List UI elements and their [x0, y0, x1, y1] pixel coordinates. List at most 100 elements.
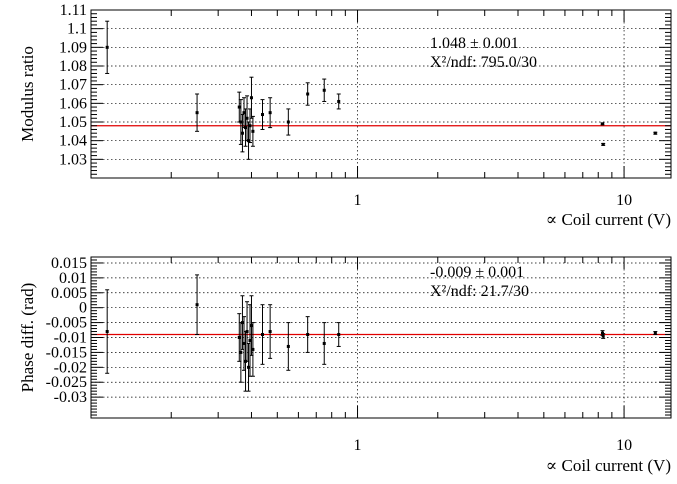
data-point	[653, 131, 658, 135]
point-marker	[195, 303, 199, 307]
grid	[91, 10, 671, 178]
y-tick-label: -0.03	[54, 389, 87, 406]
data-point	[260, 304, 265, 365]
data-points	[105, 20, 658, 160]
data-point	[336, 322, 341, 347]
x-tick-label: 10	[616, 437, 632, 454]
y-tick-label: 0.005	[51, 285, 87, 302]
point-marker	[249, 324, 253, 328]
point-marker	[601, 334, 605, 338]
data-point	[268, 97, 273, 129]
fit-annotation: X²/ndf: 21.7/30	[430, 283, 529, 300]
data-point	[601, 333, 606, 339]
y-tick-label: 0.01	[59, 270, 87, 287]
point-marker	[337, 99, 341, 103]
data-point	[195, 93, 200, 132]
point-marker	[248, 124, 252, 128]
data-point	[105, 20, 110, 74]
data-points	[105, 274, 658, 392]
x-axis-ticks	[90, 257, 625, 418]
data-point	[305, 316, 310, 353]
y-tick-label: -0.005	[46, 315, 87, 332]
point-marker	[245, 116, 249, 120]
point-marker	[249, 96, 253, 100]
point-marker	[195, 111, 199, 115]
y-axis-title: Phase diff. (rad)	[18, 283, 37, 393]
point-marker	[268, 111, 272, 115]
y-tick-label: -0.025	[46, 374, 87, 391]
y-tick-label: -0.01	[54, 330, 87, 347]
data-point	[249, 76, 254, 119]
data-point	[322, 322, 327, 365]
data-point	[250, 115, 255, 147]
point-marker	[105, 330, 109, 334]
point-marker	[251, 347, 255, 351]
data-point	[260, 99, 265, 130]
y-tick-label: 1.07	[59, 77, 87, 94]
point-marker	[261, 113, 265, 117]
data-point	[250, 322, 255, 377]
point-marker	[239, 120, 243, 124]
y-tick-label: 1.09	[59, 39, 87, 56]
data-point	[653, 331, 658, 336]
x-axis-title: ∝ Coil current (V)	[546, 456, 671, 475]
point-marker	[244, 126, 248, 130]
point-marker	[601, 142, 605, 146]
point-marker	[237, 105, 241, 109]
data-point	[305, 82, 310, 106]
y-tick-label: -0.015	[46, 344, 87, 361]
point-marker	[286, 344, 290, 348]
point-marker	[322, 341, 326, 345]
point-marker	[245, 330, 249, 334]
data-point	[243, 108, 248, 147]
y-tick-label: 1.06	[59, 95, 87, 112]
x-axis-ticks	[90, 10, 625, 178]
data-point	[286, 108, 291, 136]
y-axis-title: Modulus ratio	[18, 46, 37, 142]
point-marker	[242, 111, 246, 115]
data-point	[268, 304, 273, 359]
y-tick-label: 1.05	[59, 114, 87, 131]
data-point	[105, 289, 110, 374]
point-marker	[251, 129, 255, 133]
data-point	[322, 78, 327, 102]
point-marker	[268, 330, 272, 334]
plot-frame	[90, 256, 672, 419]
point-marker	[653, 131, 657, 135]
point-marker	[306, 333, 310, 337]
y-tick-label: 1.03	[59, 151, 87, 168]
point-marker	[286, 120, 290, 124]
point-marker	[261, 333, 265, 337]
point-marker	[240, 131, 244, 135]
x-axis-title: ∝ Coil current (V)	[546, 210, 671, 229]
x-tick-label: 10	[616, 192, 632, 209]
y-axis-ticks	[91, 9, 671, 179]
y-tick-label: 1.11	[60, 2, 87, 19]
point-marker	[322, 88, 326, 92]
data-point	[286, 322, 291, 371]
plot-frame	[90, 9, 672, 179]
y-tick-label: 1.08	[59, 58, 87, 75]
x-tick-label: 1	[354, 437, 362, 454]
data-point	[600, 122, 605, 126]
data-point	[195, 274, 200, 336]
fit-annotation: -0.009 ± 0.001	[430, 264, 524, 281]
point-marker	[237, 336, 241, 339]
y-tick-label: 0.015	[51, 255, 87, 272]
point-marker	[240, 321, 244, 325]
chart-panel-1: 1.031.04 1.05 1.061.07 1.08 1.091.1 1.11 1 10∝ …	[18, 2, 672, 229]
fit-annotation: 1.048 ± 0.001	[430, 35, 519, 52]
point-marker	[337, 333, 341, 337]
data-point	[245, 301, 250, 362]
data-point	[601, 142, 606, 146]
point-marker	[600, 331, 604, 335]
y-tick-label: 1.04	[59, 133, 87, 150]
grid	[91, 257, 671, 418]
y-tick-label: 1.1	[67, 21, 87, 38]
fit-annotation: X²/ndf: 795.0/30	[430, 54, 537, 71]
chart-panel-2: 0.0150.010.0050-0.005-0.01-0.015-0.02-0.…	[18, 255, 672, 475]
point-marker	[600, 122, 604, 126]
point-marker	[105, 45, 109, 49]
